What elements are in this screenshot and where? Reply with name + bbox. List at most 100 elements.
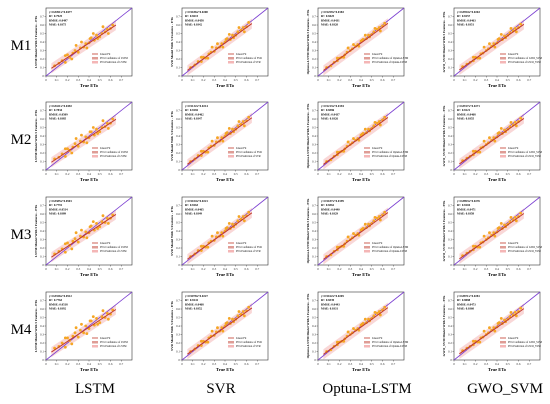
x-tick-label: 0.4 [87, 267, 91, 271]
y-tick-label: 0.2 [448, 341, 452, 345]
x-tick-label: 0.2 [202, 362, 206, 366]
data-point [210, 234, 214, 238]
stats-text: y=0.9187x+0.0199 [321, 199, 344, 203]
stats-text: R²: 0.8425 [321, 14, 335, 18]
data-point [383, 305, 387, 309]
data-point [237, 215, 241, 218]
data-point [488, 136, 491, 140]
y-tick-label: 0.6 [176, 117, 180, 121]
y-axis-label: Optuna-LSTM Model With 5 Features - ETo [306, 198, 310, 263]
data-point [221, 329, 225, 333]
data-point [363, 317, 367, 321]
data-point [478, 245, 482, 249]
stats-text: MAE: 0.0358 [457, 212, 474, 216]
y-tick-label: 0.4 [176, 40, 180, 44]
row-label-m2: M2 [10, 132, 32, 148]
y-tick-label: 0.7 [176, 15, 180, 19]
legend-confidence-swatch [228, 341, 234, 344]
data-point [360, 38, 364, 42]
stats-text: MAE: 0.0351 [457, 23, 474, 27]
x-tick-label: 0.6 [245, 78, 249, 82]
x-axis-label: True ETo [352, 367, 371, 372]
data-point [96, 227, 99, 230]
y-tick-label: 0.6 [40, 307, 44, 311]
y-tick-label: 0.1 [40, 160, 44, 164]
y-tick-label: 0.4 [448, 40, 452, 44]
data-point [236, 219, 240, 223]
legend-confidence-swatch [500, 57, 506, 60]
data-point [199, 55, 203, 59]
x-tick-label: 0.5 [234, 172, 238, 176]
x-tick-label: 0.3 [484, 362, 488, 366]
data-point [241, 120, 245, 123]
x-tick-label: 0.7 [391, 267, 395, 271]
panel-m1-svr: 00 0.1 0.1 0.2 0.2 0.3 0.3 0.4 0.4 0.5 0.5 0.6 0.6 0.… [170, 7, 269, 88]
x-tick-label: 0.3 [348, 172, 352, 176]
y-axis-label: GWO_SVM Model With 5 Features - ETo [442, 200, 446, 261]
y-axis-label: SVR Model With 5 Features - ETo [170, 17, 174, 67]
legend-entry: Linear Fit [508, 242, 519, 245]
stats-text: RMSE: 0.0463 [457, 18, 476, 22]
data-point [227, 316, 231, 320]
x-tick-label: 0.4 [359, 267, 363, 271]
stats-text: y=0.8421x+0.0492 [49, 104, 72, 108]
y-tick-label: 0.3 [448, 143, 452, 147]
fit-line [323, 22, 389, 71]
y-tick-label: 0.1 [312, 255, 316, 259]
data-point [493, 329, 497, 333]
x-axis-label: True ETo [352, 83, 371, 88]
data-point [105, 216, 109, 220]
y-tick-label: 0.2 [448, 151, 452, 155]
data-point [478, 56, 482, 60]
y-tick-label: 0.3 [176, 49, 180, 53]
x-tick-label: 0.6 [517, 172, 521, 176]
data-point [63, 155, 67, 158]
x-axis-label: True ETo [488, 83, 507, 88]
data-point [247, 115, 251, 119]
row-label-m4: M4 [10, 322, 32, 338]
legend-entry: Linear Fit [236, 147, 247, 150]
fit-line [459, 308, 525, 355]
x-tick-label: 0.7 [119, 172, 123, 176]
data-point [346, 140, 350, 144]
legend-confidence-swatch [228, 246, 234, 249]
legend-entry: 95% Prediction of Optuna-LSTM [372, 345, 408, 348]
x-tick-label: 0.7 [255, 78, 259, 82]
x-tick-label: 0.7 [391, 172, 395, 176]
legend-entry: 95% Confidence of SVR [236, 151, 262, 154]
y-tick-label: 0.3 [40, 333, 44, 337]
stats-text: RMSE: 0.0497 [49, 18, 68, 22]
stats-text: R²: 0.8141 [185, 298, 199, 302]
x-tick-label: 0.2 [338, 78, 342, 82]
y-tick-label: 0.3 [312, 143, 316, 147]
data-point [237, 26, 241, 29]
stats-text: y=0.8491x+0.0477 [49, 10, 72, 14]
data-point [63, 345, 67, 349]
panel-m2-optuna-lstm: 00 0.1 0.1 0.2 0.2 0.3 0.3 0.4 0.4 0.5 0.5 0.6 0.6 0.… [306, 101, 409, 182]
stats-text: y=0.8385x+0.0501 [49, 199, 72, 203]
data-point [493, 234, 497, 238]
data-point [101, 309, 105, 313]
data-point [514, 219, 518, 223]
legend-confidence-swatch [92, 151, 98, 154]
data-point [88, 37, 92, 40]
y-tick-label: 0.6 [312, 307, 316, 311]
stats-text: RMSE: 0.0462 [185, 112, 204, 116]
data-point [492, 42, 496, 46]
y-tick-label: 0.2 [312, 57, 316, 61]
y-tick-label: 0.3 [312, 333, 316, 337]
data-point [236, 314, 240, 318]
x-tick-label: 0.3 [76, 172, 80, 176]
fit-line [323, 212, 389, 260]
data-point [76, 240, 80, 244]
stats-text: RMSE: 0.0468 [185, 302, 204, 306]
data-point [106, 221, 110, 225]
data-point [352, 137, 355, 140]
data-point [499, 221, 503, 225]
x-tick-label: 0.3 [212, 267, 216, 271]
x-tick-label: 0.7 [119, 362, 123, 366]
data-point [199, 149, 203, 153]
x-tick-label: 0.1 [463, 267, 467, 271]
x-tick-label: 0.2 [474, 78, 478, 82]
x-tick-label: 0 [317, 78, 319, 82]
